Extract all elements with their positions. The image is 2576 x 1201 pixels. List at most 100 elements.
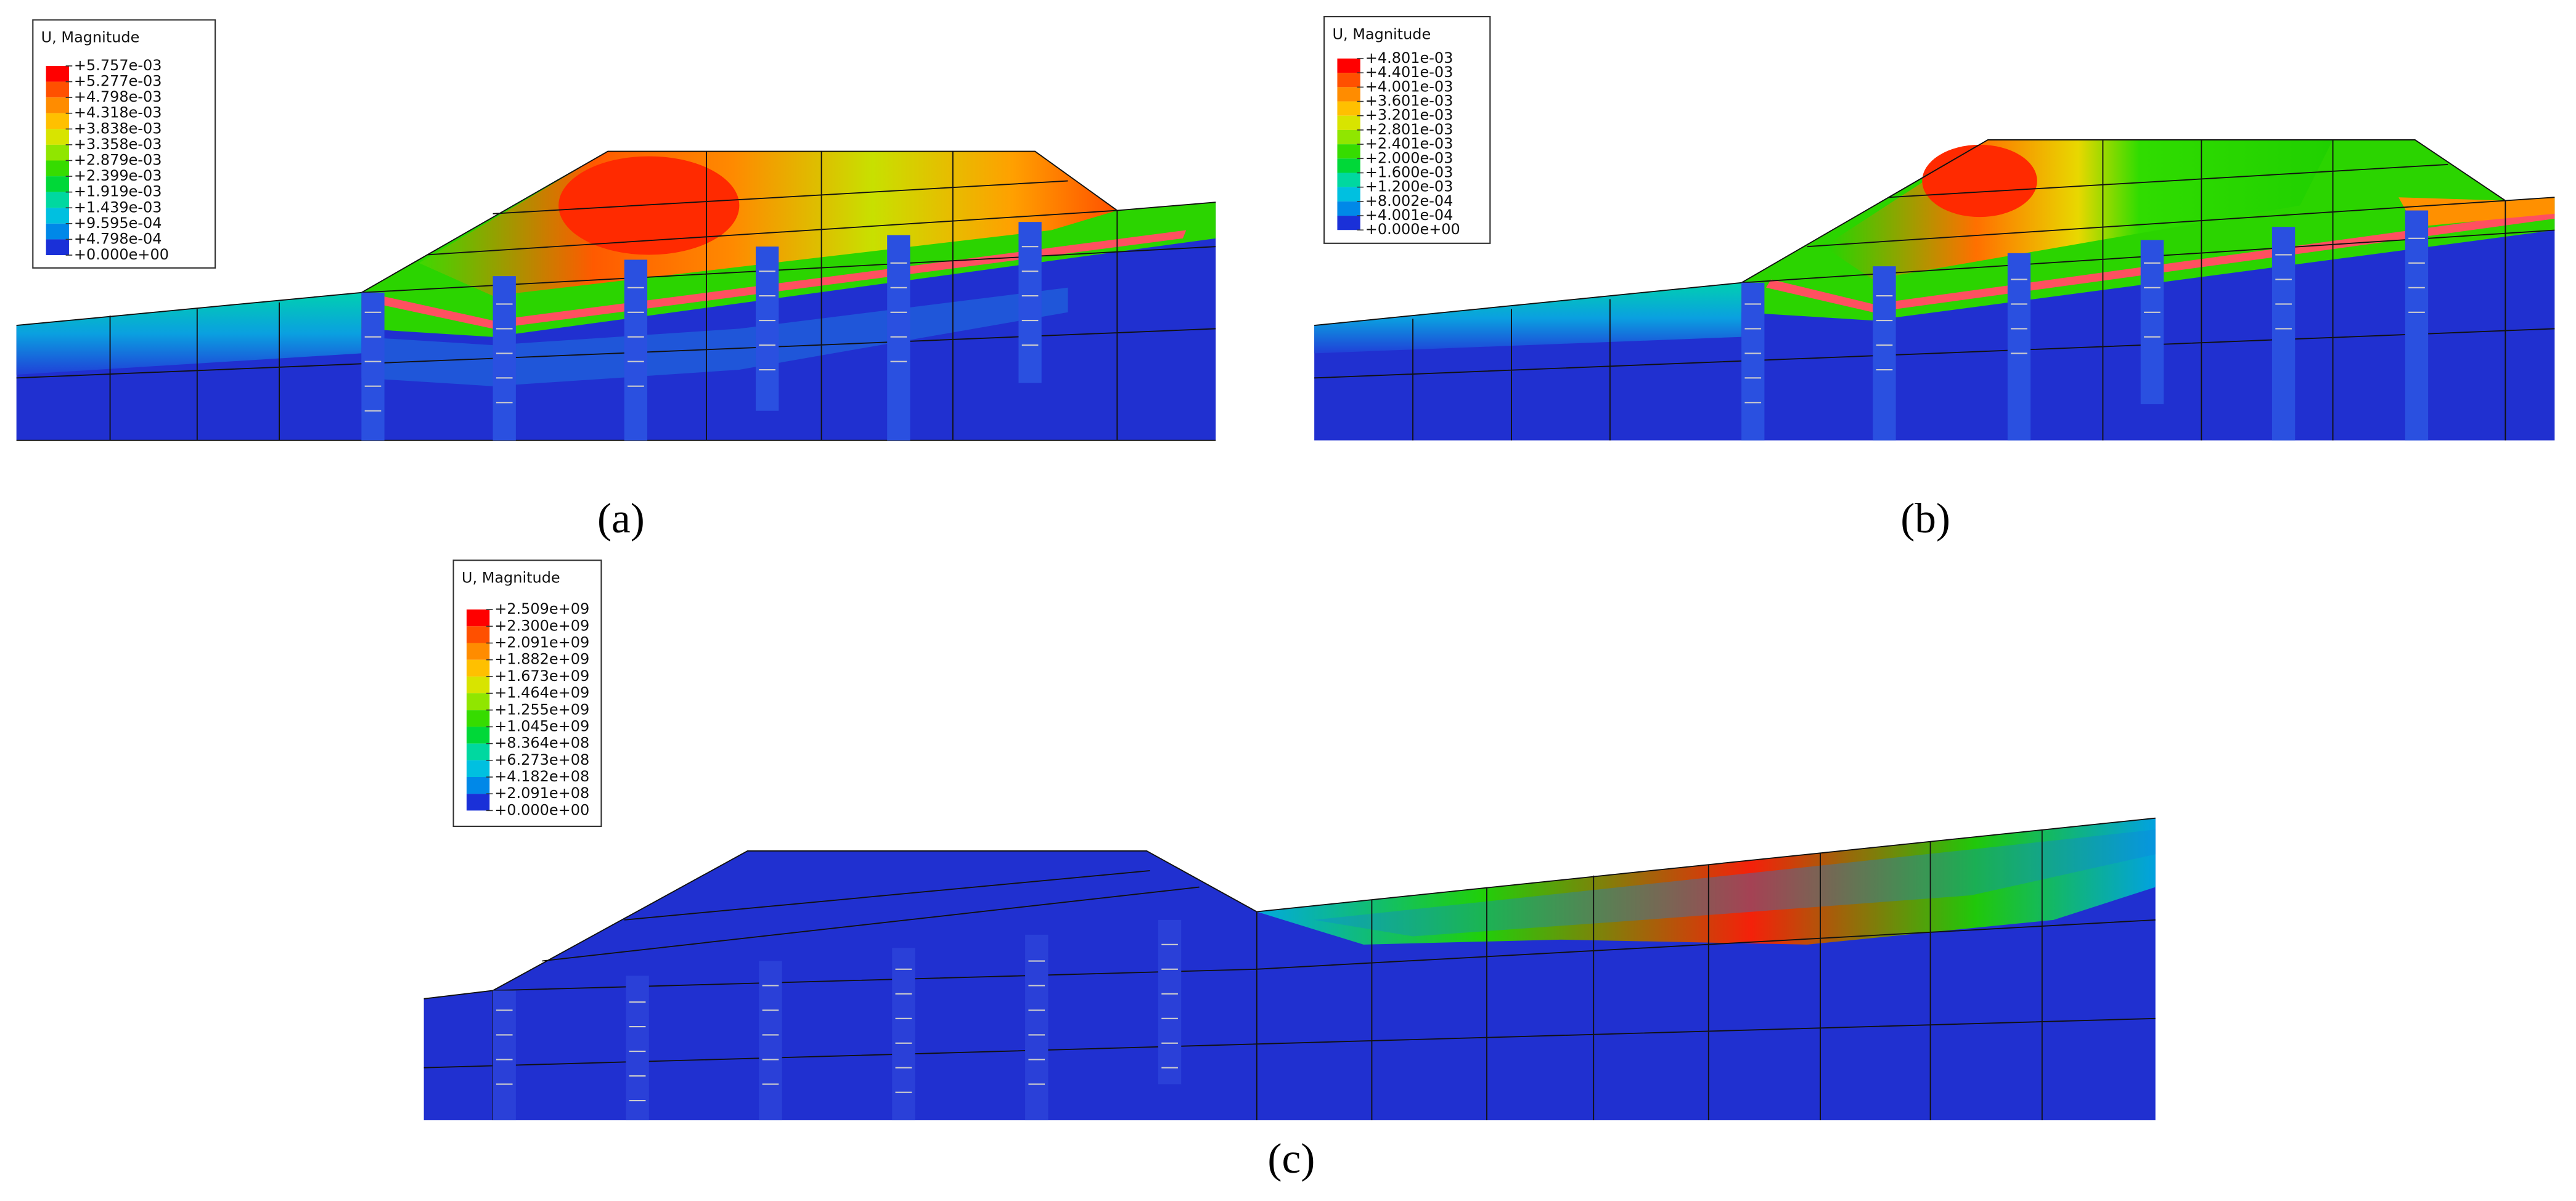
contour-region — [493, 276, 516, 441]
legend-value: +8.002e-04 — [1365, 192, 1454, 210]
legend-value: +4.401e-03 — [1365, 63, 1454, 81]
contour-region — [1873, 266, 1896, 441]
legend-swatch — [46, 129, 69, 145]
contour-region — [1766, 210, 2555, 312]
legend: U, Magnitude+5.757e-03+5.277e-03+4.798e-… — [32, 19, 216, 269]
model-c — [423, 817, 2156, 1121]
legend-swatch — [46, 239, 69, 256]
legend-value: +3.838e-03 — [74, 120, 162, 137]
mesh-line — [496, 943, 1178, 1102]
legend-swatch — [1337, 216, 1360, 230]
contour-region — [755, 246, 779, 411]
legend-value: +4.001e-03 — [1365, 78, 1454, 95]
legend-value: +2.000e-03 — [1365, 149, 1454, 166]
contour-region — [361, 292, 385, 441]
contour-region — [1158, 919, 1182, 1085]
legend: U, Magnitude+2.509e+09+2.300e+09+2.091e+… — [452, 560, 602, 828]
legend-value: +1.673e+09 — [494, 667, 589, 685]
model-a — [16, 150, 1216, 441]
contour-region — [887, 235, 910, 441]
contour-region — [493, 990, 516, 1121]
legend-value: +2.879e-03 — [74, 151, 162, 168]
legend-swatch — [1337, 58, 1360, 73]
legend-swatch — [46, 192, 69, 208]
legend-value: +1.464e+09 — [494, 684, 589, 701]
contour-region — [2140, 240, 2164, 405]
contour-region — [624, 259, 648, 441]
legend-swatch — [466, 643, 490, 660]
contour-region — [1922, 144, 2037, 218]
legend-value: +4.798e-04 — [74, 230, 162, 247]
legend-value: +6.273e+08 — [494, 751, 589, 768]
legend-swatch — [1337, 144, 1360, 159]
mesh-line — [1744, 237, 2425, 404]
legend-swatch — [1337, 87, 1360, 102]
contour-region — [2007, 253, 2031, 441]
legend-value: +8.364e+08 — [494, 735, 589, 752]
legend-value: +3.358e-03 — [74, 136, 162, 153]
legend-value: +2.401e-03 — [1365, 135, 1454, 152]
legend-value: +5.757e-03 — [74, 57, 162, 74]
mesh-line — [16, 150, 1216, 441]
legend-swatch — [46, 97, 69, 113]
legend-swatch — [46, 144, 69, 161]
legend-swatch — [466, 743, 490, 760]
legend-value: +1.200e-03 — [1365, 178, 1454, 195]
legend-value: +1.919e-03 — [74, 183, 162, 200]
contour-region — [626, 975, 649, 1121]
legend-swatch — [1337, 129, 1360, 145]
legend-swatch — [1337, 73, 1360, 88]
legend-value: +2.399e-03 — [74, 167, 162, 184]
legend-value: +5.277e-03 — [74, 73, 162, 90]
contour-region — [2405, 210, 2429, 441]
model-b — [1314, 139, 2555, 441]
legend-swatch — [466, 626, 490, 643]
piles-c — [493, 919, 1182, 1121]
legend-value: +3.201e-03 — [1365, 107, 1454, 124]
legend-swatch — [1337, 201, 1360, 216]
legend-swatch — [466, 693, 490, 710]
legend-swatch — [466, 760, 490, 778]
contour-region — [1314, 282, 1742, 354]
legend-value: +1.439e-03 — [74, 198, 162, 216]
legend-swatch — [46, 113, 69, 129]
piles-b — [1741, 210, 2429, 441]
legend-value: +4.318e-03 — [74, 104, 162, 121]
legend: U, Magnitude+4.801e-03+4.401e-03+4.001e-… — [1323, 15, 1491, 244]
legend-value: +2.091e+08 — [494, 784, 589, 802]
mesh-line — [423, 817, 2156, 1121]
legend-swatch — [46, 223, 69, 240]
legend-swatch — [46, 81, 69, 98]
legend-swatch — [466, 777, 490, 794]
legend-swatch — [46, 208, 69, 224]
mesh-line — [364, 246, 1039, 412]
legend-value: +2.300e+09 — [494, 617, 589, 634]
legend-value: +4.801e-03 — [1365, 49, 1454, 67]
legend-swatch — [466, 710, 490, 727]
contour-region — [16, 292, 362, 375]
legend-value: +2.091e+09 — [494, 634, 589, 651]
legend-title: U, Magnitude — [462, 569, 560, 587]
legend-swatch — [466, 676, 490, 694]
contour-region — [558, 156, 740, 255]
legend-swatch — [1337, 187, 1360, 202]
legend-swatch — [1337, 115, 1360, 130]
legend-swatch — [466, 609, 490, 627]
legend-swatch — [466, 659, 490, 677]
legend-value: +9.595e-04 — [74, 214, 162, 232]
legend-value: +1.045e+09 — [494, 717, 589, 735]
legend-value: +1.882e+09 — [494, 651, 589, 668]
contour-region — [1741, 282, 1765, 441]
legend-value: +4.001e-04 — [1365, 206, 1454, 224]
legend-value: +0.000e+00 — [74, 246, 169, 263]
legend-value: +2.801e-03 — [1365, 121, 1454, 138]
contour-region — [1025, 934, 1049, 1121]
legend-title: U, Magnitude — [1332, 25, 1431, 43]
legend-value: +0.000e+00 — [494, 801, 589, 818]
legend-swatch — [46, 65, 69, 82]
legend-swatch — [466, 727, 490, 744]
legend-swatch — [1337, 158, 1360, 173]
contour-region — [377, 230, 1187, 329]
